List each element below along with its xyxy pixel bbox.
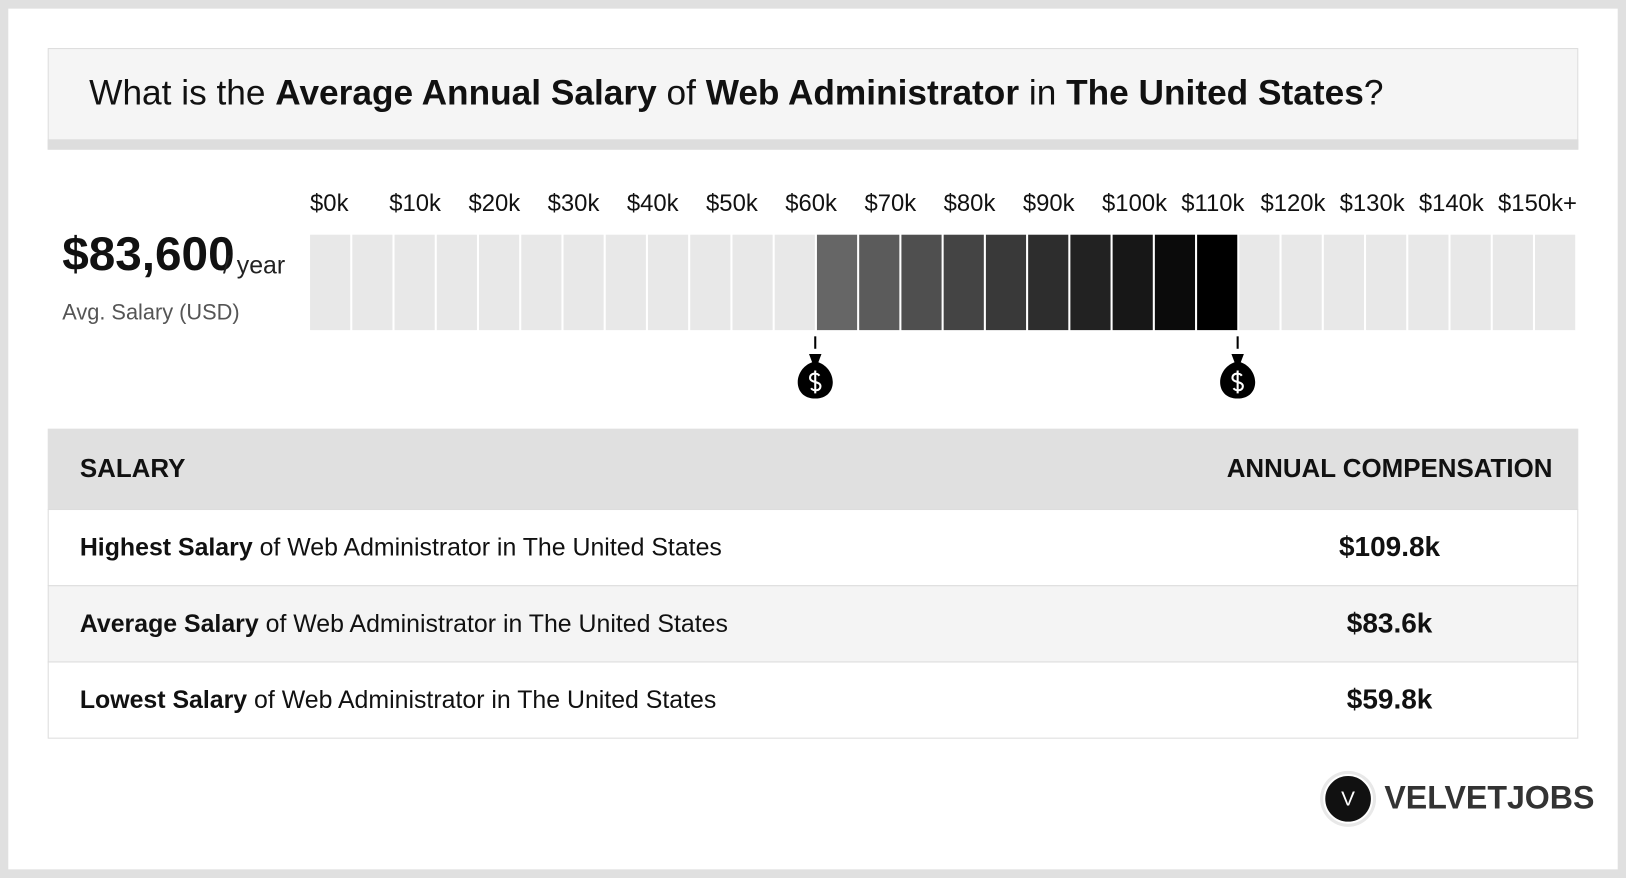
dollar-sign [1231, 370, 1244, 394]
row-label: Highest Salary of Web Administrator in T… [80, 533, 722, 561]
title-part: of [657, 74, 706, 113]
scale-cell [1281, 234, 1322, 331]
scale-cell [690, 234, 731, 331]
scale-tick-label: $50k [706, 190, 758, 217]
scale-tick-label: $10k [389, 190, 441, 217]
logo-badge [1323, 773, 1373, 824]
title-part: ? [1364, 74, 1384, 113]
row-value: $59.8k [1347, 683, 1433, 714]
scale-tick-label: $140k [1419, 190, 1484, 217]
scale-tick-label: $120k [1260, 190, 1325, 217]
title-part: What is the [89, 74, 275, 113]
title-part: The United States [1066, 74, 1364, 113]
row-label: Average Salary of Web Administrator in T… [80, 609, 728, 637]
header-underline [47, 139, 1579, 150]
average-caption: Avg. Salary (USD) [62, 299, 239, 324]
logo-text: VELVETJOBS [1384, 779, 1594, 815]
scale-cell [647, 234, 689, 331]
logo-icon: V [1341, 787, 1355, 810]
range-marker [797, 336, 833, 399]
scale-cell [1028, 234, 1069, 331]
scale-cell [985, 234, 1027, 331]
scale-cell [1366, 234, 1407, 331]
scale-tick-label: $20k [468, 190, 520, 217]
scale-tick-label: $90k [1023, 190, 1075, 217]
title: What is the Average Annual Salary of Web… [89, 74, 1383, 113]
scale-cell [436, 234, 477, 331]
row-label-bold: Lowest Salary [80, 686, 247, 714]
scale-cell [1239, 234, 1280, 331]
title-part: Web Administrator [706, 74, 1020, 113]
title-part: in [1019, 74, 1066, 113]
scale-tick-label: $80k [944, 190, 996, 217]
scale-cell [943, 234, 984, 331]
scale-tick-label: $110k [1181, 190, 1244, 217]
scale-cell [310, 234, 351, 331]
scale-tick-label: $0k [310, 190, 349, 217]
row-label-bold: Highest Salary [80, 533, 253, 561]
scale-tick-label: $40k [627, 190, 679, 217]
salary-scale: $0k $10k $20k $30k $40k $50k $60k $70k $80k $90k $… [310, 190, 1577, 399]
range-marker [1220, 336, 1256, 399]
table-row-bg [47, 585, 1579, 663]
scale-cell [394, 234, 435, 331]
logo: V VELVETJOBS [1320, 770, 1594, 827]
header-box [47, 48, 1579, 150]
scale-cell [1197, 234, 1238, 331]
table-header-cell: SALARY [80, 455, 186, 483]
scale-tick-label: $130k [1340, 190, 1405, 217]
row-value: $83.6k [1347, 607, 1433, 638]
scale-cell [521, 234, 562, 331]
scale-cell [901, 234, 942, 331]
scale-cell [479, 234, 520, 331]
scale-cell [1535, 234, 1576, 331]
scale-cell [1070, 234, 1111, 331]
row-label: Lowest Salary of Web Administrator in Th… [80, 686, 716, 714]
row-label-rest: of Web Administrator in The United State… [247, 686, 716, 714]
scale-cell [352, 234, 393, 331]
scale-cell [774, 234, 815, 331]
average-unit: / year [223, 251, 285, 279]
average-value: $83,600 [62, 228, 234, 281]
table-header-bg [47, 428, 1579, 510]
scale-tick-label: $60k [785, 190, 837, 217]
row-label-rest: of Web Administrator in The United State… [259, 609, 728, 637]
scale-cell [1492, 234, 1533, 331]
dollar-sign [809, 370, 822, 394]
salary-table: SALARY ANNUAL COMPENSATION Highest Salary … [47, 428, 1579, 739]
scale-tick-label: $150k+ [1498, 190, 1577, 217]
scale-cell [1323, 234, 1364, 331]
scale-cell [1408, 234, 1449, 331]
scale-cell [732, 234, 773, 331]
row-label-bold: Average Salary [80, 609, 259, 637]
scale-cell [816, 234, 858, 331]
scale-cell [1154, 234, 1196, 331]
scale-tick-label: $70k [864, 190, 916, 217]
row-value: $109.8k [1339, 531, 1441, 562]
scale-tick-label: $100k [1102, 190, 1167, 217]
title-part: Average Annual Salary [275, 74, 657, 113]
table-header-cell: ANNUAL COMPENSATION [1227, 455, 1553, 483]
row-label-rest: of Web Administrator in The United State… [253, 533, 722, 561]
scale-cell [1112, 234, 1153, 331]
scale-cell [605, 234, 646, 331]
table-row-bg [47, 508, 1579, 587]
scale-cell [563, 234, 604, 331]
scale-cell [859, 234, 900, 331]
table-row-bg [47, 661, 1579, 739]
scale-cell [1450, 234, 1491, 331]
scale-tick-label: $30k [548, 190, 600, 217]
